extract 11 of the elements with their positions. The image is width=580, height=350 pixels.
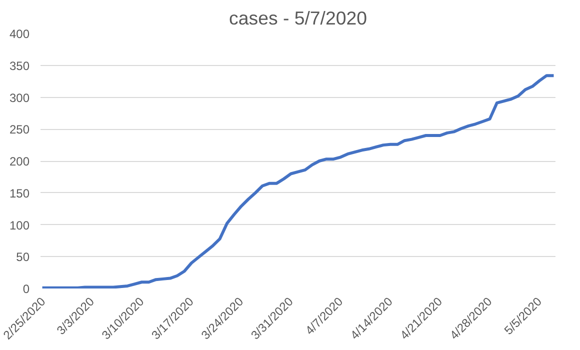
- y-tick-label: 250: [9, 122, 30, 137]
- y-tick-label: 350: [9, 58, 30, 73]
- y-tick-label: 400: [9, 27, 30, 41]
- y-tick-label: 50: [16, 250, 30, 264]
- y-tick-label: 300: [9, 90, 30, 105]
- y-tick-label: 100: [9, 218, 30, 232]
- y-tick-label: 150: [9, 186, 30, 200]
- y-tick-label: 0: [22, 282, 30, 296]
- line-series: [40, 74, 556, 288]
- y-tick-label: 200: [9, 154, 30, 168]
- chart-title: cases - 5/7/2020: [229, 8, 367, 28]
